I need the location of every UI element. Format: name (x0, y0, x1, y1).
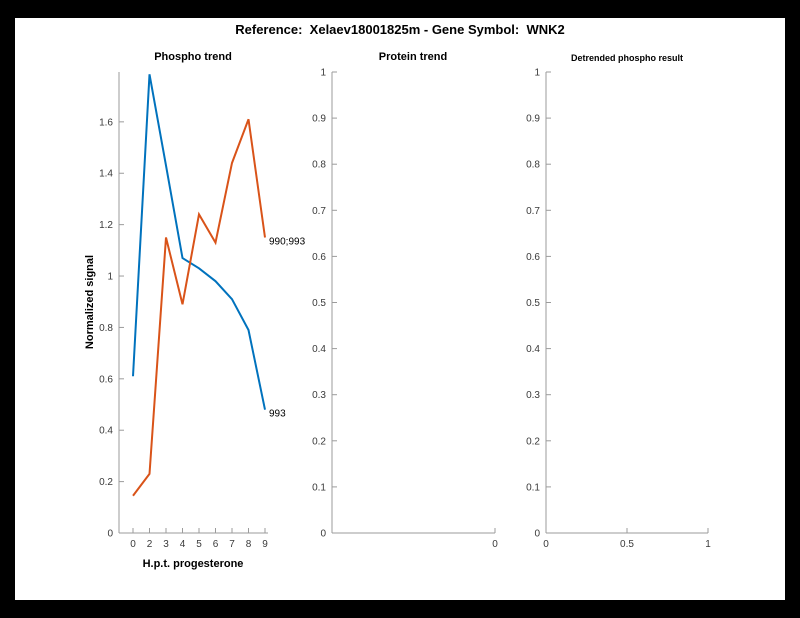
x-tick-label: 0.5 (620, 539, 634, 550)
y-tick-label: 0.1 (312, 482, 326, 493)
x-tick-label: 5 (196, 539, 202, 550)
y-tick-label: 0.3 (526, 390, 540, 401)
x-tick-label: 6 (213, 539, 219, 550)
series-end-label: 993 (269, 409, 286, 420)
y-tick-label: 1.6 (99, 117, 113, 128)
y-tick-label: 0.2 (99, 477, 113, 488)
series-line-990;993 (132, 118, 266, 497)
y-tick-label: 0.1 (526, 482, 540, 493)
y-tick-label: 0.5 (312, 298, 326, 309)
series-end-label: 990;993 (269, 236, 306, 247)
y-tick-label: 0.8 (312, 160, 326, 171)
x-tick-label: 1 (705, 539, 711, 550)
x-tick-label: 0 (492, 539, 498, 550)
y-tick-label: 1 (320, 68, 326, 79)
x-tick-label: 8 (246, 539, 252, 550)
x-tick-label: 2 (147, 539, 153, 550)
figure-canvas: Reference: Xelaev18001825m - Gene Symbol… (15, 18, 785, 600)
y-tick-label: 0.7 (526, 206, 540, 217)
x-tick-label: 9 (262, 539, 268, 550)
plots-svg: 00.20.40.60.811.21.41.60 2 3 4 5 6 7 8 9993990;9… (99, 68, 711, 551)
x-tick-label: 0 (543, 539, 549, 550)
x-tick-label: 7 (229, 539, 235, 550)
y-tick-label: 1.2 (99, 220, 113, 231)
y-tick-label: 0.8 (526, 160, 540, 171)
x-tick-label: 3 (163, 539, 169, 550)
y-tick-label: 1 (534, 68, 540, 79)
y-tick-label: 0 (534, 529, 540, 540)
x-tick-label: 0 (130, 539, 136, 550)
subplot1-xlabel: H.p.t. progesterone (142, 558, 244, 570)
x-tick-label: 4 (180, 539, 186, 550)
y-tick-label: 0.2 (526, 436, 540, 447)
y-tick-label: 0 (107, 529, 113, 540)
y-tick-label: 0.4 (312, 344, 326, 355)
y-tick-label: 0.7 (312, 206, 326, 217)
subplot2-title: Protein trend (378, 51, 448, 63)
subplot1-title: Phospho trend (154, 51, 232, 63)
figure-title: Reference: Xelaev18001825m - Gene Symbol… (235, 22, 565, 37)
y-tick-label: 0.4 (526, 344, 540, 355)
y-tick-label: 0.8 (99, 323, 113, 334)
subplot3-title: Detrended phospho result (570, 53, 683, 63)
y-tick-label: 0.2 (312, 436, 326, 447)
series-line-993 (132, 74, 266, 410)
y-tick-label: 0.6 (99, 374, 113, 385)
y-tick-label: 0 (320, 529, 326, 540)
y-tick-label: 0.3 (312, 390, 326, 401)
y-tick-label: 0.6 (526, 252, 540, 263)
y-tick-label: 0.4 (99, 426, 113, 437)
y-tick-label: 0.5 (526, 298, 540, 309)
y-tick-label: 0.9 (526, 114, 540, 125)
y-tick-label: 0.6 (312, 252, 326, 263)
y-tick-label: 0.9 (312, 114, 326, 125)
y-tick-label: 1.4 (99, 169, 113, 180)
y-tick-label: 1 (107, 272, 113, 283)
